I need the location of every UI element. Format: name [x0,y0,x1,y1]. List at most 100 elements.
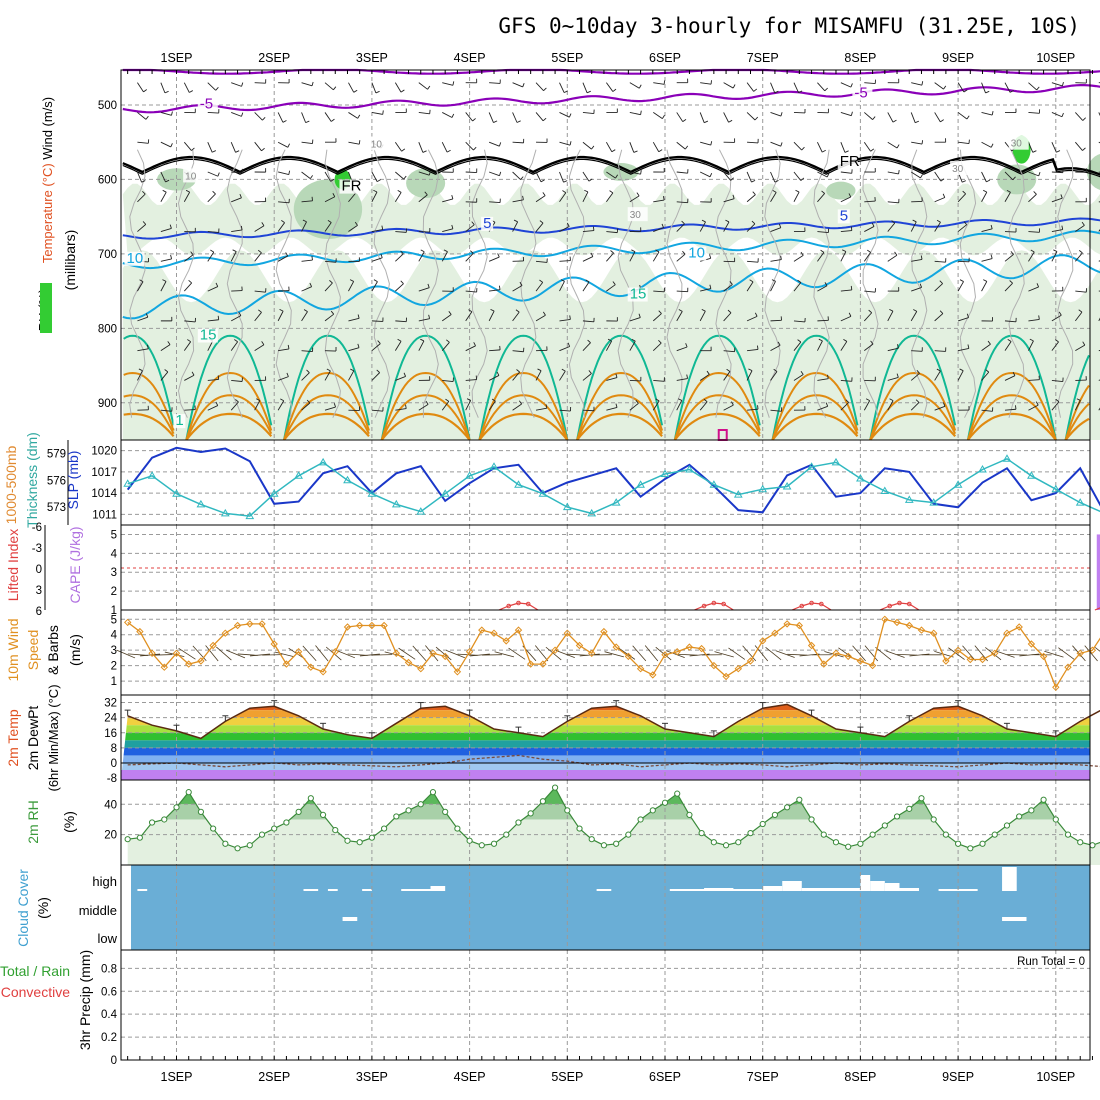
wind-barb-flag [845,399,849,403]
wind-barb [488,171,500,177]
wind-speed-marker [282,660,291,668]
wind-barb [723,371,731,381]
wind-barb [747,260,759,263]
wind-barb [653,227,664,232]
wind-barb [512,371,520,381]
label-slp: SLP (mb) [65,451,81,510]
wind-barb-flag [1056,150,1061,153]
wind-barb-flag [889,398,894,402]
wind-barb [160,191,167,202]
wind-barb-flag [710,141,713,146]
wind-speed-marker [319,668,327,676]
wind-barb-flag [963,221,968,225]
wind-barb [723,312,732,322]
wind-barb [723,171,732,181]
wind-barb [981,141,992,148]
wind-barb [887,347,899,352]
wind-barb-flag [635,400,639,404]
wind-barb [535,282,544,292]
wind-barb [512,403,522,411]
wind-barb [981,409,993,412]
lifted-index-line [879,602,920,611]
wind-barb [183,341,192,351]
wind-speed-marker [905,621,914,630]
wind-barb-flag [919,283,922,288]
wind-speed-marker [832,649,840,658]
wind-barb-flag [1055,398,1060,403]
wind-barb-flag [897,344,899,349]
label-cloud-cover: Cloud Cover [15,869,31,947]
wind-barb [770,192,777,203]
wind-barb-flag [872,116,876,120]
wind-barb [535,195,546,203]
contour-label-bg [124,251,145,266]
wind-barb [348,370,355,381]
wind-barb [183,191,191,202]
wind-barb-10m [775,650,795,658]
wind-barb-flag [540,179,545,183]
temp-contour-dome [576,412,663,441]
wind-barb [535,370,542,381]
wind-barb [1028,340,1034,351]
wind-barb [254,82,266,84]
wind-barb [817,319,829,322]
wind-barb-flag [145,115,149,120]
cape-ytick-label: 3 [111,567,117,579]
wind-barb-flag [1076,398,1081,401]
contour-label: FR [341,178,361,195]
lifted-index-marker [506,603,511,609]
wind-barb-10m [425,645,439,662]
wind-barb-flag [778,223,782,228]
wind-barb-10m [875,647,892,661]
wind-barb-flag [446,149,451,153]
rh-contour [422,149,439,418]
slp-ytick-label: 1020 [91,446,117,458]
rh-marker [979,840,986,847]
wind-barb-flag [400,280,404,285]
wind-barb-flag [983,189,988,193]
wind-barb [442,228,454,232]
wind-barb [465,141,474,151]
wind-barb-flag [381,225,384,230]
wind-barb-flag [797,279,802,283]
date-label-top: 7SEP [747,51,779,65]
wind-barb [699,112,705,123]
wind-barb [160,112,172,116]
temp-contour-dome [673,371,761,441]
wind-barb-flag [943,85,947,90]
wind-barb-flag [256,398,261,401]
wind-speed-marker [856,657,865,665]
wind-barb-flag [1033,191,1037,195]
wind-barb-10m [398,647,416,660]
wind-barb-flag [518,400,523,405]
wind-barb-flag [329,280,333,284]
wind-barb [441,314,452,322]
wind-barb-flag [1038,315,1040,320]
li-ytick-label: -3 [32,543,42,555]
wind-speed-marker [978,655,987,664]
wind-barb [324,222,332,232]
thickness-marker [489,462,499,470]
rh-contour [177,149,195,418]
wind-barb-flag [516,120,521,123]
slp-ytick-label: 1011 [92,509,117,521]
rh-contour [275,149,292,418]
slp-ytick-label: 1017 [91,467,117,479]
wind-barb-flag [234,339,238,343]
wind-barb-flag [640,170,642,175]
wind-barb [582,373,592,381]
wind-barb-flag [562,190,567,194]
wind-barb [394,82,402,93]
wind-barb-flag [894,251,898,256]
wind-barb-flag [800,370,804,375]
wind-barb [488,256,500,262]
wind-barb-flag [305,120,310,124]
wind-barb [840,142,846,153]
contour-label-bg [197,97,218,112]
wind-barb-flag [587,339,591,344]
rh-marker [1064,831,1072,838]
wind-barb [441,342,450,351]
wind-barb [911,287,922,292]
rh-marker [820,831,827,838]
wind-barb [207,319,219,322]
